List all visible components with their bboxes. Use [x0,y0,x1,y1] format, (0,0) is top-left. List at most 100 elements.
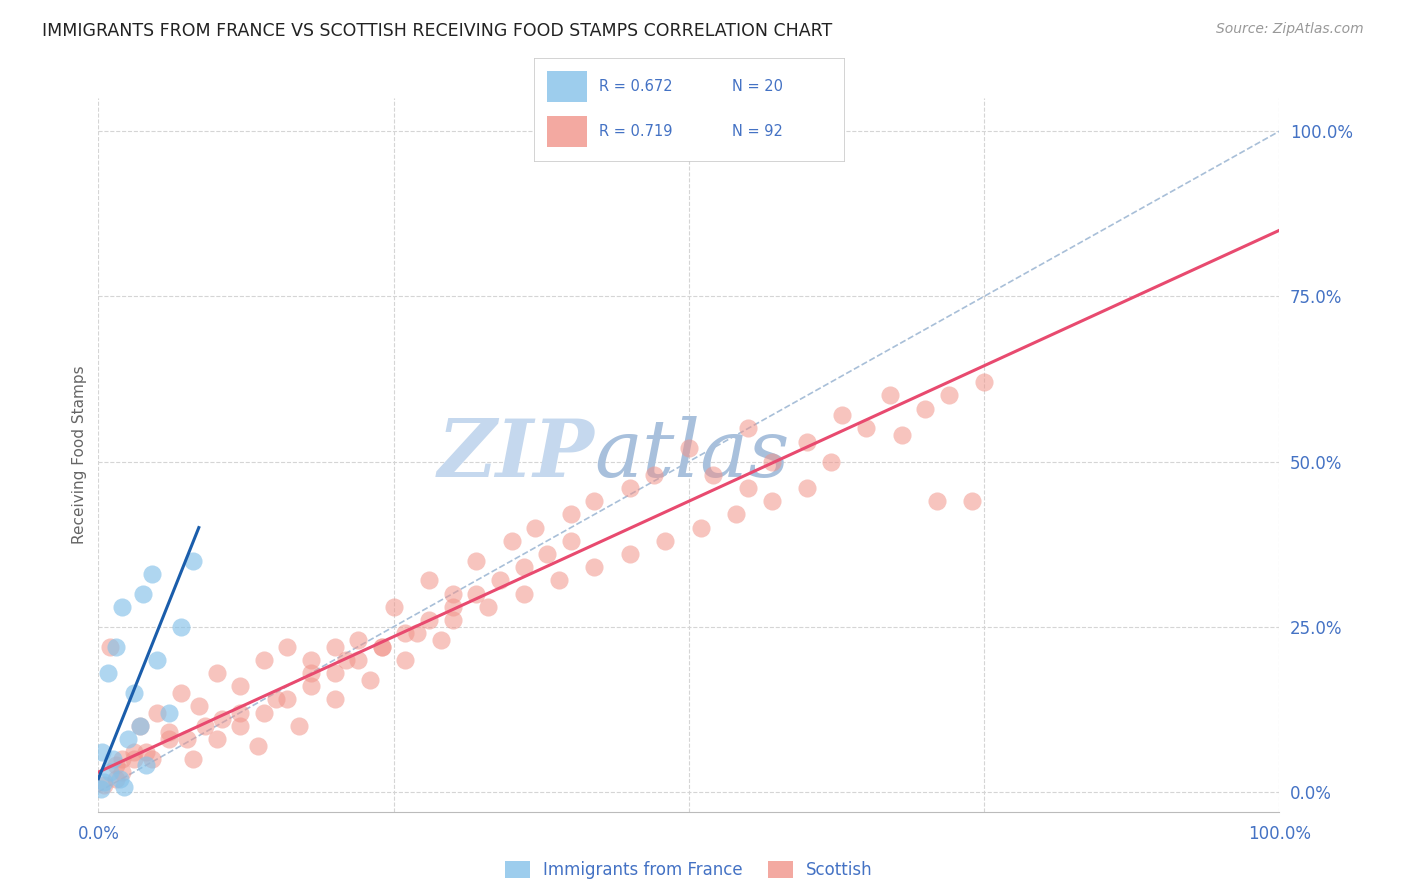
Point [229,679,252,693]
Point [347,632,370,647]
Point [796,481,818,495]
Point [477,599,499,614]
Point [135,745,157,759]
Text: ZIP: ZIP [437,417,595,493]
Point [141,566,163,581]
Text: R = 0.719: R = 0.719 [599,124,672,139]
Point [347,653,370,667]
Point [205,732,228,747]
Point [93,775,115,789]
Point [117,732,139,747]
Text: atlas: atlas [595,417,790,493]
Point [97,665,120,680]
Point [441,587,464,601]
Point [146,706,169,720]
Point [796,434,818,449]
Bar [547,117,586,147]
Point [371,640,394,654]
Point [654,533,676,548]
Point [135,758,157,772]
Point [890,428,912,442]
Point [187,698,209,713]
Point [501,533,523,548]
Point [253,706,276,720]
Point [111,765,134,780]
Text: N = 92: N = 92 [733,124,783,139]
Point [112,780,135,794]
Point [548,574,571,588]
Point [176,732,198,747]
Point [157,725,180,739]
Point [524,520,547,534]
Legend: Immigrants from France, Scottish: Immigrants from France, Scottish [498,854,880,886]
Point [536,547,558,561]
Point [406,626,429,640]
Point [299,665,322,680]
Point [132,587,155,601]
Point [229,719,252,733]
Point [122,686,145,700]
Point [181,554,204,568]
Point [111,599,134,614]
Point [678,442,700,456]
Point [962,494,984,508]
Point [855,421,877,435]
Point [465,554,488,568]
Point [560,533,582,548]
Point [299,653,322,667]
Point [737,421,759,435]
Point [725,508,748,522]
Point [560,508,582,522]
Point [264,692,287,706]
Point [181,752,204,766]
Point [108,772,131,786]
Point [105,772,128,786]
Point [737,481,759,495]
Point [105,758,128,772]
Point [619,481,641,495]
Point [98,640,121,654]
Point [831,409,853,423]
Point [253,653,276,667]
Point [93,778,115,792]
Point [101,752,124,766]
Point [276,640,298,654]
Point [925,494,948,508]
Point [141,752,163,766]
Point [246,739,269,753]
Text: N = 20: N = 20 [733,79,783,95]
Point [394,626,416,640]
Point [170,620,193,634]
Point [879,388,901,402]
Point [359,673,381,687]
Point [146,653,169,667]
Y-axis label: Receiving Food Stamps: Receiving Food Stamps [72,366,87,544]
Point [211,712,233,726]
Point [512,560,534,574]
Point [111,752,134,766]
Point [973,376,995,390]
Point [418,574,440,588]
Point [157,706,180,720]
Point [441,613,464,627]
Point [820,454,842,468]
Point [689,520,711,534]
Point [430,632,453,647]
Point [583,560,606,574]
Point [418,613,440,627]
Point [122,752,145,766]
Point [122,745,145,759]
Point [371,640,394,654]
Point [105,640,128,654]
Point [619,547,641,561]
Bar [547,71,586,102]
Point [938,388,960,402]
Point [583,494,606,508]
Point [229,706,252,720]
Point [394,653,416,667]
Point [90,781,112,796]
Point [323,665,346,680]
Point [761,454,783,468]
Text: IMMIGRANTS FROM FRANCE VS SCOTTISH RECEIVING FOOD STAMPS CORRELATION CHART: IMMIGRANTS FROM FRANCE VS SCOTTISH RECEI… [42,22,832,40]
Point [205,665,228,680]
